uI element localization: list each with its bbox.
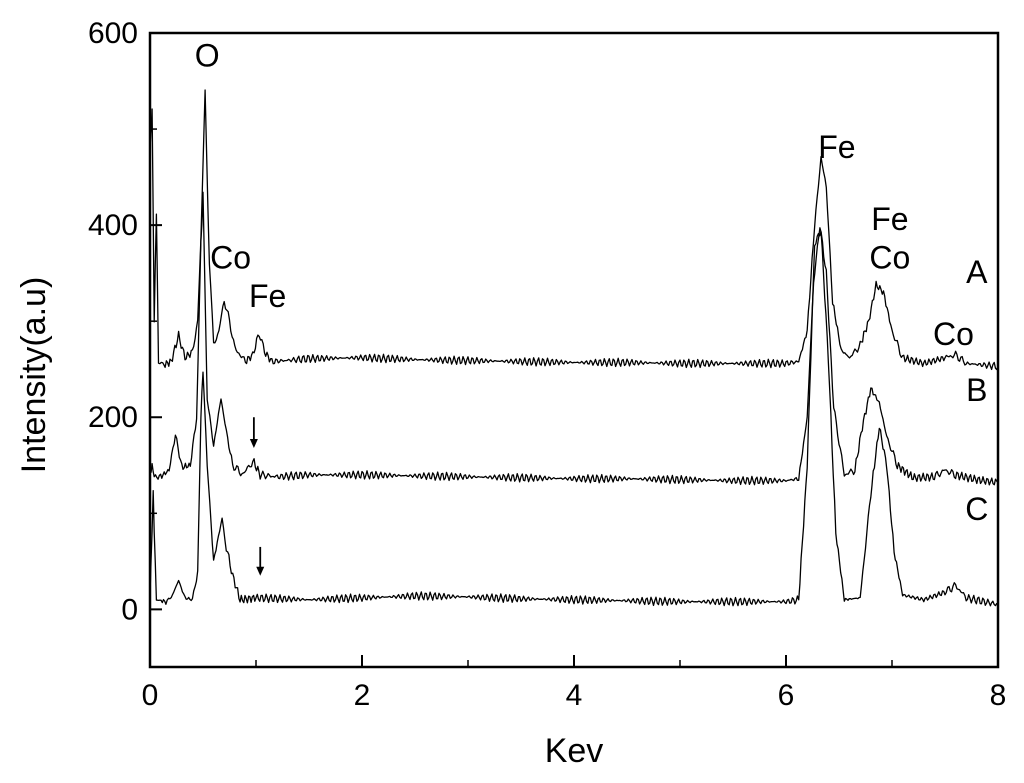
arrow-head	[256, 566, 265, 576]
series-label-a: A	[966, 254, 988, 290]
peak-label: Fe	[818, 129, 855, 165]
ticks-layer	[149, 32, 999, 667]
x-tick-label: 6	[778, 679, 795, 712]
arrow-head	[249, 438, 258, 448]
y-tick-label: 600	[88, 17, 138, 50]
x-tick-label: 0	[142, 679, 159, 712]
y-tick-label: 0	[121, 593, 138, 626]
peak-label: Fe	[249, 278, 286, 314]
y-tick-label: 400	[88, 209, 138, 242]
peak-label: O	[195, 38, 220, 74]
series-line-c	[149, 230, 999, 607]
series-line-a	[149, 89, 999, 371]
x-tick-label: 8	[990, 679, 1007, 712]
arrow-marker	[249, 417, 258, 448]
y-axis-title: Intensity(a.u)	[15, 277, 53, 474]
series-layer	[149, 89, 999, 607]
arrow-marker	[256, 546, 265, 576]
peak-label: Co	[933, 316, 974, 352]
peak-label: Co	[869, 239, 910, 275]
x-tick-label: 2	[354, 679, 371, 712]
series-label-b: B	[966, 372, 987, 408]
series-line-b	[149, 191, 999, 486]
y-tick-label: 200	[88, 401, 138, 434]
peak-label: Fe	[871, 201, 908, 237]
x-tick-label: 4	[566, 679, 583, 712]
peak-label: Co	[210, 239, 251, 275]
x-axis-title: Kev	[545, 732, 604, 770]
series-label-c: C	[965, 491, 988, 527]
